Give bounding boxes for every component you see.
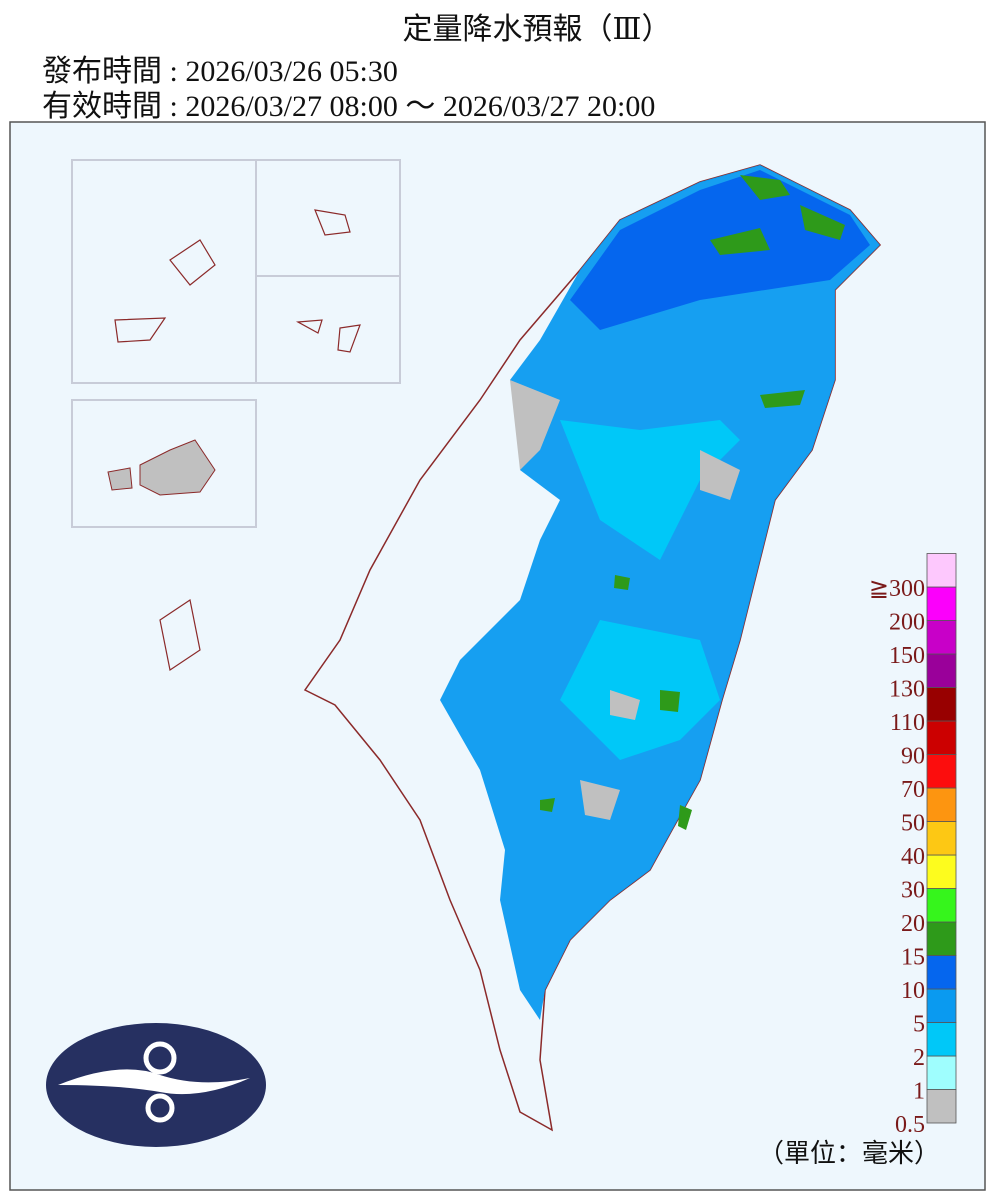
legend-label: 40 [901,844,925,870]
legend-label: ≧300 [869,576,925,602]
title: 定量降水預報（Ⅲ） [402,13,672,46]
legend-swatch [926,754,957,789]
legend-swatch [926,1022,957,1057]
legend-swatch [926,586,957,621]
issued-time: 發布時間 : 2026/03/26 05:30 [42,55,398,88]
legend-swatch [926,1055,957,1090]
legend-swatch [926,854,957,889]
legend: 0.5 1 2 5 10 15 20 30 40 50 70 90 110 130 150 200 ≧300 [869,553,957,1138]
legend-label: 2 [913,1045,925,1071]
legend-label: 70 [901,777,925,803]
legend-swatch [926,653,957,688]
legend-swatch [926,988,957,1023]
legend-label: 110 [890,710,925,736]
outlying-islands [114,209,361,671]
valid-time: 有效時間 : 2026/03/27 08:00 ～ 2026/03/27 20:… [42,90,656,123]
legend-swatch [926,720,957,755]
legend-swatch [926,787,957,822]
legend-label: 1 [913,1079,925,1105]
legend-swatch [926,955,957,990]
cwa-logo-swirl [143,1041,177,1075]
legend-swatch [926,888,957,923]
unit-label: （單位：毫米） [758,1139,940,1168]
rain-trace [510,380,740,820]
cwa-logo-swirl [145,1093,175,1123]
legend-swatch [926,1089,957,1124]
legend-swatch [926,821,957,856]
legend-label: 130 [889,677,925,703]
legend-label: 90 [901,744,925,770]
legend-swatch [926,921,957,956]
legend-label: 5 [913,1012,925,1038]
legend-swatch [926,553,957,588]
legend-label: 50 [901,811,925,837]
rain-light [560,420,740,760]
legend-label: 10 [901,978,925,1004]
legend-label: 15 [901,945,925,971]
legend-swatch [926,620,957,655]
legend-swatch [926,687,957,722]
legend-label: 200 [889,610,925,636]
legend-label: 0.5 [895,1112,925,1138]
inset-frames [71,159,401,528]
legend-label: 30 [901,878,925,904]
legend-label: 20 [901,911,925,937]
cwa-logo-cloud [58,1069,250,1095]
legend-label: 150 [889,643,925,669]
inset-island [107,439,216,496]
